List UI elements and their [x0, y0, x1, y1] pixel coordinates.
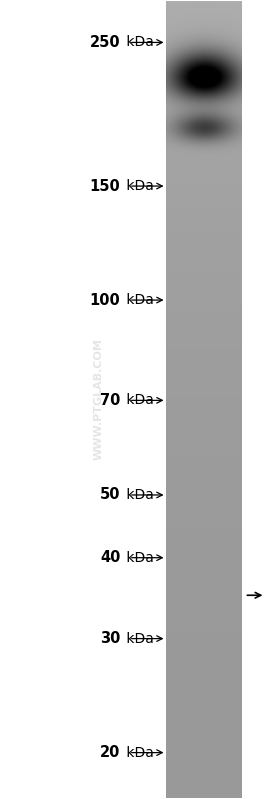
Text: 70: 70 — [100, 393, 120, 407]
Text: kDa: kDa — [122, 551, 154, 565]
Text: 50: 50 — [100, 487, 120, 503]
Text: 250: 250 — [90, 35, 120, 50]
Text: kDa: kDa — [122, 293, 154, 307]
Text: kDa: kDa — [122, 631, 154, 646]
Text: kDa: kDa — [122, 488, 154, 502]
Text: kDa: kDa — [122, 393, 154, 407]
Text: 100: 100 — [90, 292, 120, 308]
Text: 150: 150 — [90, 178, 120, 193]
Text: kDa: kDa — [122, 35, 154, 50]
Text: kDa: kDa — [122, 179, 154, 193]
Text: 40: 40 — [100, 551, 120, 565]
Text: kDa: kDa — [122, 745, 154, 760]
Text: 20: 20 — [100, 745, 120, 760]
Text: WWW.PTGLAB.COM: WWW.PTGLAB.COM — [93, 339, 103, 460]
Text: 30: 30 — [100, 631, 120, 646]
